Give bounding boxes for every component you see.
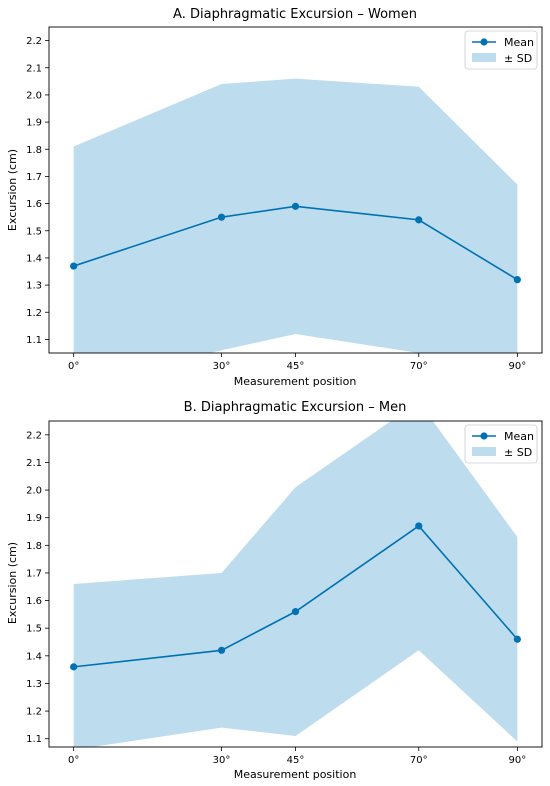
legend-marker-swatch — [480, 432, 488, 440]
mean-point — [70, 663, 78, 671]
panel-men: B. Diaphragmatic Excursion – Men Measure… — [6, 400, 543, 781]
x-axis-label: Measurement position — [234, 768, 357, 781]
legend: Mean ± SD — [464, 424, 538, 464]
y-tick-label: 1.8 — [26, 145, 42, 156]
y-tick-label: 1.9 — [26, 513, 42, 524]
y-tick-label: 2.1 — [26, 63, 42, 74]
legend-label-mean: Mean — [504, 430, 534, 443]
y-tick-label: 1.6 — [26, 199, 42, 210]
x-tick-label: 90° — [508, 755, 526, 766]
x-tick-label: 90° — [508, 361, 526, 372]
y-tick-label: 1.7 — [26, 568, 42, 579]
legend-band-swatch — [472, 447, 496, 456]
mean-point — [415, 216, 423, 224]
y-tick-label: 1.2 — [26, 308, 42, 319]
x-tick-label: 0° — [68, 755, 79, 766]
legend-label-mean: Mean — [504, 36, 534, 49]
chart-title: B. Diaphragmatic Excursion – Men — [184, 400, 407, 415]
mean-point — [415, 522, 423, 530]
y-axis-label: Excursion (cm) — [6, 542, 19, 624]
legend-label-sd: ± SD — [504, 446, 532, 459]
panel-women: A. Diaphragmatic Excursion – Women Measu… — [6, 7, 543, 388]
y-tick-label: 1.8 — [26, 541, 42, 552]
y-tick-label: 1.5 — [26, 624, 42, 635]
x-tick-label: 70° — [410, 361, 428, 372]
sd-band — [73, 78, 518, 353]
plot-area — [70, 78, 521, 353]
y-tick-label: 1.1 — [26, 734, 42, 745]
y-tick-label: 1.2 — [26, 707, 42, 718]
x-tick-label: 45° — [287, 361, 305, 372]
y-tick-label: 1.7 — [26, 172, 42, 183]
mean-point — [217, 213, 226, 221]
y-tick-label: 1.5 — [26, 226, 42, 237]
x-tick-label: 45° — [287, 755, 305, 766]
legend: Mean ± SD — [464, 30, 538, 70]
x-tick-label: 0° — [68, 361, 79, 372]
y-tick-label: 2.0 — [26, 486, 42, 497]
y-tick-label: 1.3 — [26, 679, 42, 690]
mean-point — [513, 276, 521, 284]
y-tick-label: 2.2 — [26, 430, 42, 441]
x-tick-label: 30° — [213, 755, 231, 766]
y-tick-label: 1.4 — [26, 253, 42, 264]
y-axis: 1.1 1.2 1.3 1.4 1.5 1.6 1.7 1.8 1.9 2.0 2.1 2.2 — [26, 430, 49, 745]
legend-band-swatch — [472, 53, 496, 62]
mean-point — [70, 262, 78, 270]
plot-area — [70, 421, 521, 747]
y-tick-label: 2.1 — [26, 458, 42, 469]
sd-band — [73, 421, 518, 747]
legend-label-sd: ± SD — [504, 52, 532, 65]
chart-title: A. Diaphragmatic Excursion – Women — [173, 7, 417, 22]
y-tick-label: 1.4 — [26, 651, 42, 662]
x-axis: 0° 30° 45° 70° 90° — [68, 747, 526, 766]
y-tick-label: 1.1 — [26, 335, 42, 346]
mean-point — [513, 635, 521, 643]
x-tick-label: 70° — [410, 755, 428, 766]
y-axis-label: Excursion (cm) — [6, 149, 19, 231]
legend-marker-swatch — [480, 38, 488, 46]
y-tick-label: 1.6 — [26, 596, 42, 607]
y-tick-label: 1.9 — [26, 118, 42, 129]
y-tick-label: 2.2 — [26, 36, 42, 47]
x-axis: 0° 30° 45° 70° 90° — [68, 353, 526, 372]
y-axis: 1.1 1.2 1.3 1.4 1.5 1.6 1.7 1.8 1.9 2.0 2.1 2.2 — [26, 36, 49, 346]
x-axis-label: Measurement position — [234, 375, 357, 388]
y-tick-label: 2.0 — [26, 90, 42, 101]
x-tick-label: 30° — [213, 361, 231, 372]
mean-point — [217, 646, 226, 654]
y-tick-label: 1.3 — [26, 281, 42, 292]
mean-point — [291, 608, 300, 616]
mean-point — [291, 202, 300, 210]
